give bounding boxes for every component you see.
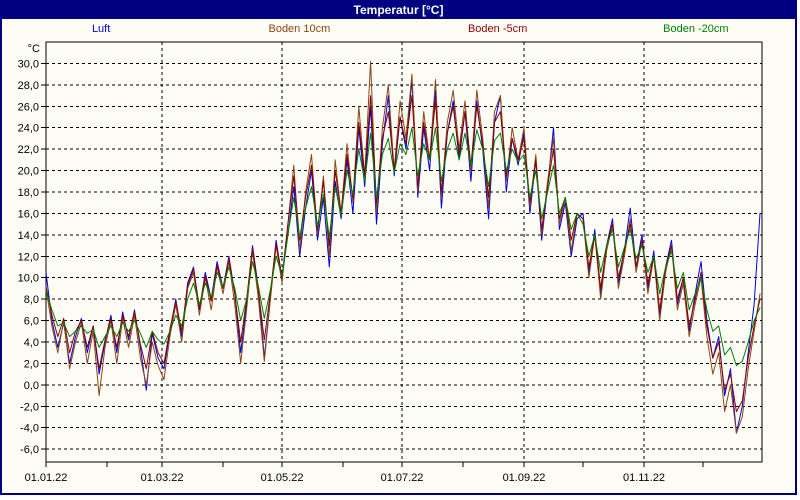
series-line-boden--20cm <box>45 127 761 367</box>
y-tick-label: 10,0 <box>18 273 39 285</box>
page-title: Temperatur [°C] <box>353 3 444 17</box>
x-tick-label: 01.07.22 <box>381 472 424 484</box>
x-tick-label: 01.09.22 <box>503 472 546 484</box>
y-tick-label: 18,0 <box>18 187 39 199</box>
y-tick-label: 30,0 <box>18 58 39 70</box>
y-tick-label: 2,0 <box>24 358 39 370</box>
y-tick-label: 8,0 <box>24 294 39 306</box>
legend-item-boden-20cm: Boden -20cm <box>663 23 729 35</box>
y-tick-label: 6,0 <box>24 316 39 328</box>
y-axis-unit-label: °C <box>28 43 40 55</box>
series-line-boden--5cm <box>45 95 761 413</box>
y-tick-label: 0,0 <box>24 380 39 392</box>
series-line-luft <box>45 79 761 434</box>
y-tick-label: 4,0 <box>24 337 39 349</box>
y-tick-label: 16,0 <box>18 208 39 220</box>
legend-item-luft: Luft <box>91 23 111 35</box>
chart-legend: Luft Boden 10cm Boden -5cm Boden -20cm <box>2 19 795 39</box>
y-tick-label: -2,0 <box>20 401 39 413</box>
y-tick-label: 22,0 <box>18 144 39 156</box>
x-tick-label: 01.05.22 <box>261 472 304 484</box>
title-bar: Temperatur [°C] <box>2 2 795 19</box>
y-tick-label: -4,0 <box>20 423 39 435</box>
y-tick-label: 26,0 <box>18 101 39 113</box>
y-tick-label: 12,0 <box>18 251 39 263</box>
y-tick-label: -6,0 <box>20 444 39 456</box>
x-tick-label: 01.01.22 <box>25 472 68 484</box>
y-tick-label: 20,0 <box>18 166 39 178</box>
series-line-boden-10cm <box>45 60 761 434</box>
plot-frame <box>45 41 763 463</box>
x-tick-label: 01.03.22 <box>141 472 184 484</box>
legend-item-boden-10cm: Boden 10cm <box>268 23 331 35</box>
y-tick-label: 24,0 <box>18 123 39 135</box>
y-tick-label: 28,0 <box>18 80 39 92</box>
x-tick-label: 01.11.22 <box>623 472 665 484</box>
legend-item-boden-5cm: Boden -5cm <box>467 23 528 35</box>
y-tick-label: 14,0 <box>18 230 39 242</box>
